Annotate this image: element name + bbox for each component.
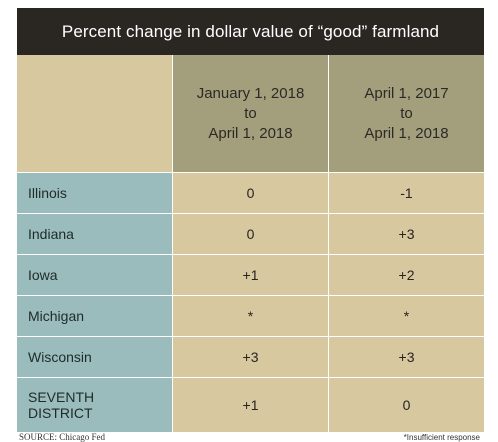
- row-label-text: Iowa: [28, 267, 58, 283]
- footnote: *Insufficient response: [403, 433, 480, 442]
- column-header-quarter: January 1, 2018 to April 1, 2018: [172, 55, 328, 172]
- header-corner: [17, 55, 172, 172]
- row-label-text: Indiana: [28, 226, 74, 242]
- row-label: SEVENTH DISTRICT: [17, 378, 172, 432]
- column-header-line: April 1, 2018: [364, 124, 449, 142]
- table-cell: +1: [172, 378, 328, 432]
- column-header-line: to: [400, 104, 413, 122]
- table-title: Percent change in dollar value of “good”…: [17, 8, 484, 55]
- row-label: Michigan: [17, 296, 172, 336]
- row-label: Indiana: [17, 214, 172, 254]
- column-header-line: January 1, 2018: [196, 84, 305, 102]
- column-header-line: April 1, 2017: [364, 84, 449, 102]
- table-row: Iowa +1 +2: [17, 254, 484, 295]
- table-cell: -1: [328, 173, 484, 213]
- farmland-table: Percent change in dollar value of “good”…: [17, 8, 484, 432]
- table-cell: *: [172, 296, 328, 336]
- table-row: SEVENTH DISTRICT +1 0: [17, 377, 484, 432]
- table-row: Wisconsin +3 +3: [17, 336, 484, 377]
- row-label-text: Wisconsin: [28, 349, 92, 365]
- table-cell: *: [328, 296, 484, 336]
- table-cell: +3: [328, 337, 484, 377]
- row-label: Iowa: [17, 255, 172, 295]
- column-header-line: to: [244, 104, 257, 122]
- table-row: Michigan * *: [17, 295, 484, 336]
- table-cell: +2: [328, 255, 484, 295]
- header-row: January 1, 2018 to April 1, 2018 April 1…: [17, 55, 484, 172]
- row-label-line: DISTRICT: [28, 405, 93, 421]
- table-row: Illinois 0 -1: [17, 172, 484, 213]
- table-cell: 0: [172, 214, 328, 254]
- row-label: Wisconsin: [17, 337, 172, 377]
- table-cell: +3: [172, 337, 328, 377]
- source-note: SOURCE: Chicago Fed: [19, 432, 106, 442]
- table-cell: 0: [328, 378, 484, 432]
- row-label-text: SEVENTH DISTRICT: [28, 389, 94, 421]
- row-label: Illinois: [17, 173, 172, 213]
- column-header-line: April 1, 2018: [208, 124, 293, 142]
- column-header-year: April 1, 2017 to April 1, 2018: [328, 55, 484, 172]
- table-row: Indiana 0 +3: [17, 213, 484, 254]
- row-label-text: Michigan: [28, 308, 85, 324]
- row-label-line: SEVENTH: [28, 389, 95, 405]
- table-cell: 0: [172, 173, 328, 213]
- table-cell: +1: [172, 255, 328, 295]
- row-label-text: Illinois: [28, 185, 67, 201]
- table-cell: +3: [328, 214, 484, 254]
